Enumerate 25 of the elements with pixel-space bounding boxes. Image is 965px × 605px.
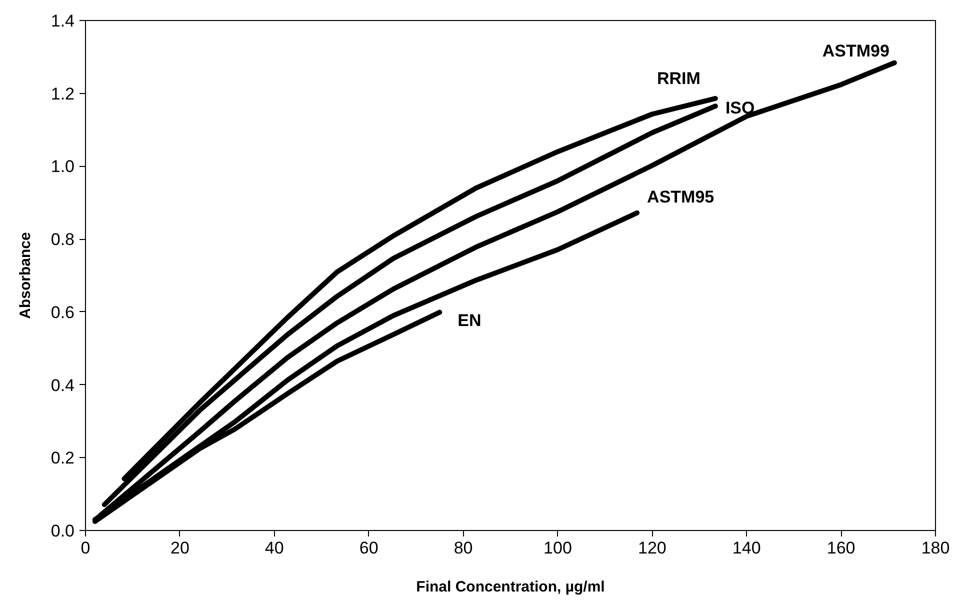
y-tick-label: 0.2 [50, 448, 75, 468]
x-axis-title: Final Concentration, µg/ml [416, 578, 605, 596]
series-label: EN [458, 310, 482, 330]
series-label: ASTM99 [822, 41, 890, 60]
y-tick-label: 0.8 [50, 230, 75, 250]
x-tick-label: 140 [732, 538, 761, 558]
series-label: ISO [725, 98, 755, 118]
y-tick-label: 0.6 [50, 302, 75, 322]
x-tick-label: 160 [826, 538, 856, 558]
y-tick-label: 1.2 [50, 84, 75, 104]
x-tick-label: 40 [264, 538, 284, 558]
y-tick-label: 0.4 [50, 376, 75, 395]
x-tick-label: 100 [544, 538, 572, 558]
x-tick-label: 120 [638, 538, 666, 558]
y-tick-label: 1.0 [50, 157, 75, 176]
series-label: ASTM95 [647, 187, 714, 206]
series-label: RRIM [657, 68, 700, 88]
x-tick-label: 20 [170, 538, 190, 558]
x-tick-label: 180 [921, 538, 950, 558]
x-tick-label: 60 [359, 538, 378, 558]
x-tick-label: 0 [80, 538, 90, 558]
x-tick-label: 80 [454, 538, 473, 558]
y-axis-title: Absorbance [16, 232, 34, 319]
y-tick-label: 1.4 [50, 12, 75, 30]
y-tick-label: 0.0 [50, 522, 75, 540]
